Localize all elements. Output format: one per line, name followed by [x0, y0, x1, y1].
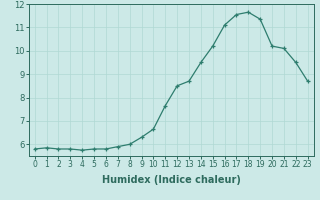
X-axis label: Humidex (Indice chaleur): Humidex (Indice chaleur)	[102, 175, 241, 185]
